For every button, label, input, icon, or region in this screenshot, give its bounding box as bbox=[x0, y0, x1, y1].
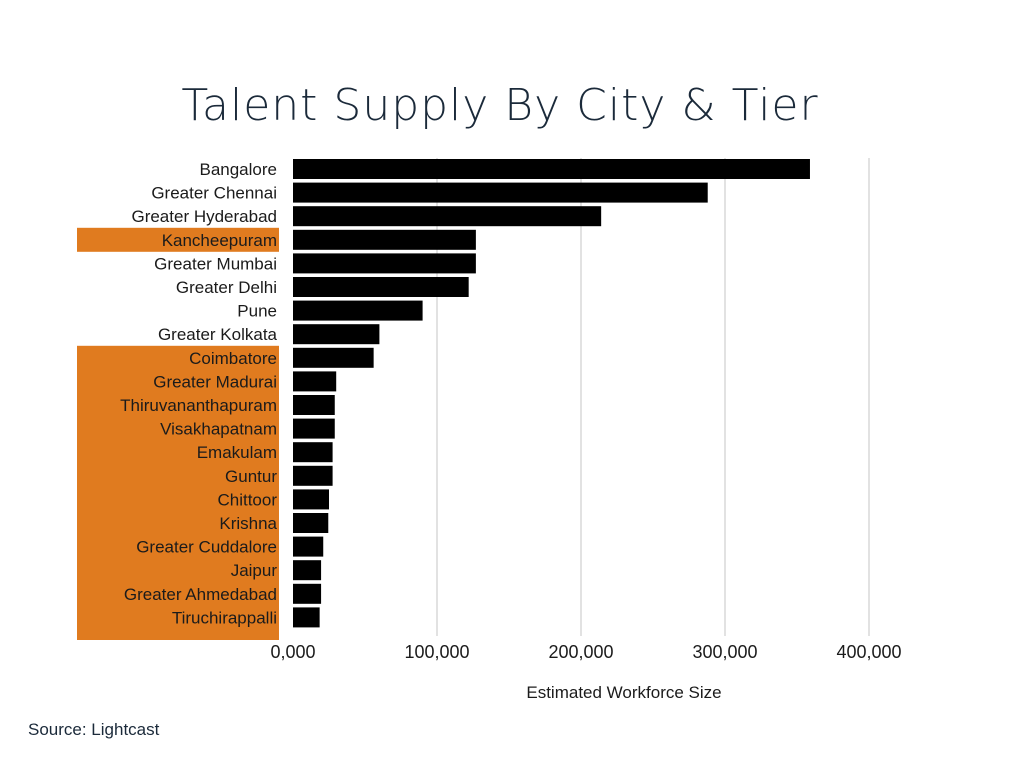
x-tick-label: 0,000 bbox=[270, 642, 315, 662]
bar bbox=[293, 229, 476, 250]
tier-highlights bbox=[77, 227, 279, 640]
bar bbox=[293, 277, 469, 297]
category-label: Visakhapatnam bbox=[160, 420, 277, 439]
bar bbox=[293, 513, 329, 533]
category-label: Krishna bbox=[219, 514, 277, 533]
category-labels: Bangalore Greater Chennai Greater Hyderaba… bbox=[120, 160, 277, 627]
category-label: Greater Kolkata bbox=[158, 325, 278, 344]
bar bbox=[293, 583, 322, 604]
x-tick-label: 400,000 bbox=[836, 642, 901, 662]
category-label: Tiruchirappalli bbox=[172, 608, 277, 627]
category-label: Greater Delhi bbox=[176, 278, 277, 297]
bar bbox=[293, 206, 602, 227]
bar bbox=[293, 442, 333, 463]
tier-highlight-band bbox=[77, 227, 279, 252]
category-label: Greater Chennai bbox=[151, 184, 277, 203]
bar bbox=[293, 536, 324, 557]
category-label: Kancheepuram bbox=[162, 231, 277, 250]
bar bbox=[293, 159, 810, 179]
x-tick-label: 100,000 bbox=[404, 642, 469, 662]
bar bbox=[293, 465, 333, 486]
bar bbox=[293, 182, 708, 203]
bar bbox=[293, 560, 322, 581]
bar bbox=[293, 371, 337, 392]
x-axis-label: Estimated Workforce Size bbox=[526, 683, 721, 702]
category-label: Chittoor bbox=[217, 490, 277, 509]
bar bbox=[293, 607, 320, 628]
x-axis-ticks: 0,000 100,000 200,000 300,000 400,000 bbox=[270, 642, 901, 662]
bar bbox=[293, 489, 329, 510]
bar bbox=[293, 300, 423, 321]
bar bbox=[293, 395, 335, 415]
tier-highlight-band bbox=[77, 345, 279, 640]
category-label: Coimbatore bbox=[189, 349, 277, 368]
category-label: Greater Ahmedabad bbox=[124, 585, 277, 604]
x-tick-label: 200,000 bbox=[548, 642, 613, 662]
bar bbox=[293, 253, 476, 274]
chart-title: Talent Supply By City & Tier bbox=[181, 80, 819, 131]
category-label: Greater Madurai bbox=[153, 372, 277, 391]
category-label: Pune bbox=[237, 302, 277, 321]
category-label: Emakulam bbox=[197, 443, 277, 462]
bar bbox=[293, 418, 335, 439]
bar bbox=[293, 347, 374, 368]
source-note: Source: Lightcast bbox=[28, 720, 160, 739]
bars bbox=[293, 159, 810, 628]
category-label: Guntur bbox=[225, 467, 277, 486]
category-label: Jaipur bbox=[231, 561, 278, 580]
bar bbox=[293, 324, 380, 345]
x-tick-label: 300,000 bbox=[692, 642, 757, 662]
category-label: Thiruvananthapuram bbox=[120, 396, 277, 415]
category-label: Greater Cuddalore bbox=[136, 538, 277, 557]
category-label: Greater Hyderabad bbox=[131, 207, 277, 226]
category-label: Bangalore bbox=[199, 160, 277, 179]
gridlines bbox=[436, 158, 870, 636]
category-label: Greater Mumbai bbox=[154, 254, 277, 273]
